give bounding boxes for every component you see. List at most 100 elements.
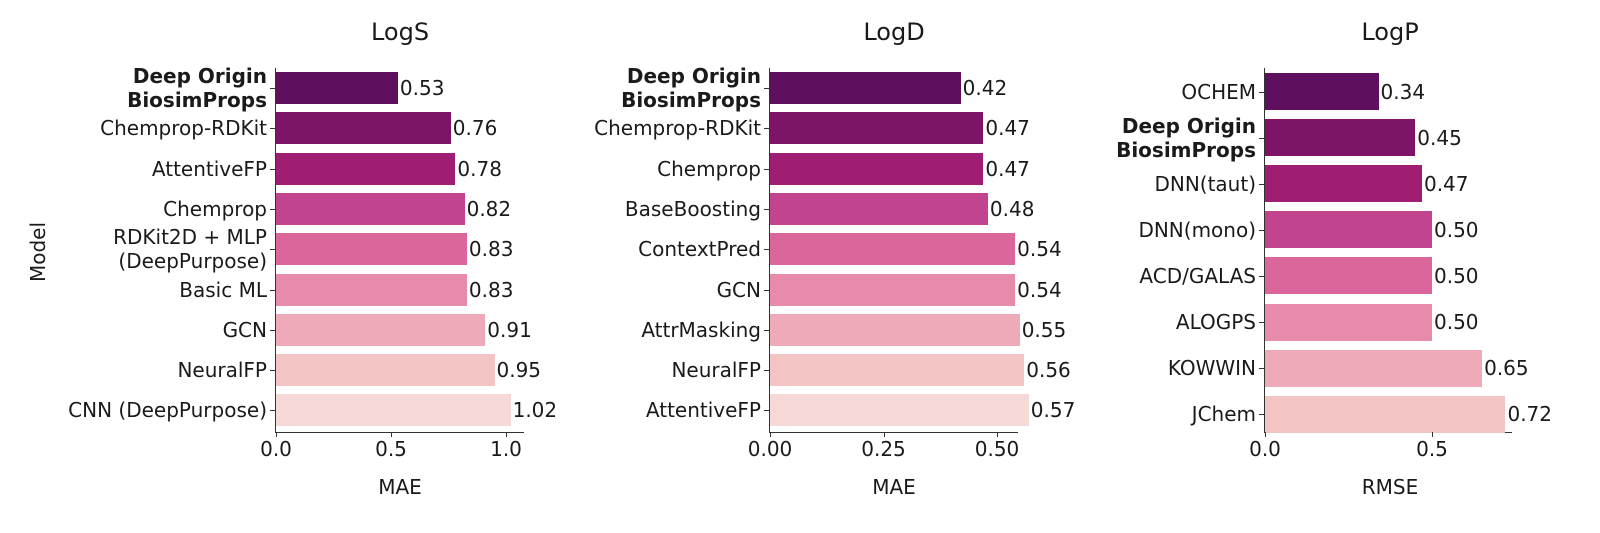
- category-label-line: NeuralFP: [671, 358, 761, 383]
- y-tick: [1259, 368, 1264, 370]
- bar: [276, 273, 467, 306]
- category-label-line: RDKit2D + MLP: [113, 225, 267, 250]
- category-label-line: Basic ML: [179, 277, 267, 302]
- bar-value-label: 1.02: [512, 398, 558, 423]
- bar-value-label: 0.54: [1017, 277, 1062, 302]
- category-label-line: Chemprop: [163, 196, 267, 221]
- bar: [1265, 257, 1432, 295]
- category-label: KOWWIN: [1168, 356, 1256, 380]
- y-tick: [1259, 275, 1264, 277]
- bar: [276, 192, 465, 225]
- category-label-line: Chemprop: [657, 156, 761, 181]
- bar-value-label: 0.82: [466, 196, 512, 221]
- category-label: Deep Origin BiosimProps: [621, 64, 761, 112]
- bar-value-label: 0.47: [985, 116, 1030, 141]
- x-tick: [1265, 432, 1266, 437]
- y-tick: [270, 289, 275, 291]
- category-label-line: GCN: [222, 317, 267, 342]
- category-label-line: BiosimProps: [1116, 137, 1256, 162]
- category-label-line: Chemprop-RDKit: [100, 116, 267, 141]
- y-tick: [764, 329, 769, 331]
- y-tick: [270, 168, 275, 170]
- category-label-line: BaseBoosting: [624, 196, 761, 221]
- category-label-line: (DeepPurpose): [118, 249, 267, 274]
- category-label: Basic ML: [179, 278, 267, 302]
- x-axis-label: MAE: [872, 475, 916, 499]
- chart-title: LogS: [370, 18, 430, 46]
- bar-value-label: 0.76: [452, 116, 498, 141]
- bar-value-label: 0.50: [1434, 310, 1479, 334]
- x-tick: [1432, 432, 1433, 437]
- x-tick: [276, 432, 277, 437]
- bar-value-label: 0.45: [1417, 125, 1462, 150]
- bar-value-label: 0.42: [962, 76, 1008, 100]
- bar: [770, 112, 984, 145]
- category-label: Chemprop: [657, 157, 761, 181]
- y-tick: [764, 88, 769, 89]
- x-axis-label: MAE: [378, 475, 422, 499]
- x-tick-label: 0.50: [974, 437, 1020, 461]
- x-axis-label: RMSE: [1361, 475, 1419, 499]
- bar-value-label: 0.57: [1030, 398, 1076, 423]
- bar-value-label: 0.54: [1017, 237, 1062, 262]
- bar-value-label: 0.50: [1434, 217, 1479, 242]
- y-tick: [270, 370, 275, 372]
- x-tick-label: 0.25: [861, 437, 906, 461]
- category-label: ACD/GALAS: [1139, 264, 1256, 288]
- bar-value-label: 0.34: [1380, 79, 1426, 104]
- y-tick: [270, 249, 275, 251]
- bar: [770, 72, 961, 104]
- bar: [1265, 73, 1379, 110]
- chart-title: LogP: [1361, 18, 1419, 46]
- category-label: Deep Origin BiosimProps: [1116, 114, 1256, 162]
- y-tick: [764, 370, 769, 372]
- category-label: DNN(mono): [1138, 218, 1256, 242]
- bar-value-label: 0.50: [1434, 263, 1479, 288]
- bar-value-label: 0.83: [468, 277, 514, 302]
- category-label-line: DNN(mono): [1138, 217, 1256, 242]
- x-tick-label: 0.00: [747, 437, 793, 461]
- bar: [770, 394, 1029, 427]
- x-tick-label: 0.5: [375, 437, 407, 461]
- bar-value-label: 0.95: [496, 358, 542, 383]
- y-tick: [764, 168, 769, 170]
- category-label: OCHEM: [1181, 80, 1256, 104]
- bar-value-label: 0.47: [1423, 171, 1469, 196]
- category-label: NeuralFP: [177, 358, 267, 382]
- category-label-line: KOWWIN: [1167, 356, 1256, 381]
- x-tick: [883, 432, 885, 437]
- category-label: Chemprop-RDKit: [594, 116, 761, 140]
- x-tick: [770, 432, 771, 437]
- bar-value-label: 0.53: [399, 76, 445, 100]
- bar: [1265, 211, 1432, 249]
- bar-value-label: 0.65: [1484, 356, 1529, 381]
- category-label: AttentiveFP: [646, 398, 761, 422]
- category-label: JChem: [1192, 402, 1256, 426]
- category-label: Chemprop: [163, 197, 267, 221]
- category-label-line: AttentiveFP: [151, 156, 267, 181]
- bar-value-label: 0.48: [989, 196, 1035, 221]
- category-label-line: BiosimProps: [621, 88, 761, 112]
- y-tick: [1259, 414, 1264, 416]
- bar: [770, 313, 1020, 346]
- category-label: AttentiveFP: [152, 157, 267, 181]
- y-tick: [1259, 91, 1264, 93]
- bar: [276, 354, 495, 387]
- bar-value-label: 0.55: [1021, 317, 1067, 342]
- category-label: GCN: [223, 318, 267, 342]
- bar: [276, 313, 486, 346]
- bar: [276, 112, 451, 145]
- y-tick: [1259, 137, 1264, 139]
- chart-title: LogD: [863, 18, 925, 46]
- category-label-line: AttrMasking: [641, 317, 761, 342]
- category-label-line: ContextPred: [638, 237, 761, 262]
- x-tick-label: 0.0: [1249, 437, 1281, 461]
- y-tick: [1259, 183, 1264, 185]
- category-label: ALOGPS: [1176, 310, 1256, 334]
- category-label-line: OCHEM: [1181, 79, 1256, 104]
- y-tick: [764, 208, 769, 210]
- bar: [770, 192, 988, 225]
- category-label-line: JChem: [1191, 402, 1256, 427]
- category-label-line: NeuralFP: [177, 358, 267, 383]
- category-label-line: Deep Origin: [626, 64, 761, 88]
